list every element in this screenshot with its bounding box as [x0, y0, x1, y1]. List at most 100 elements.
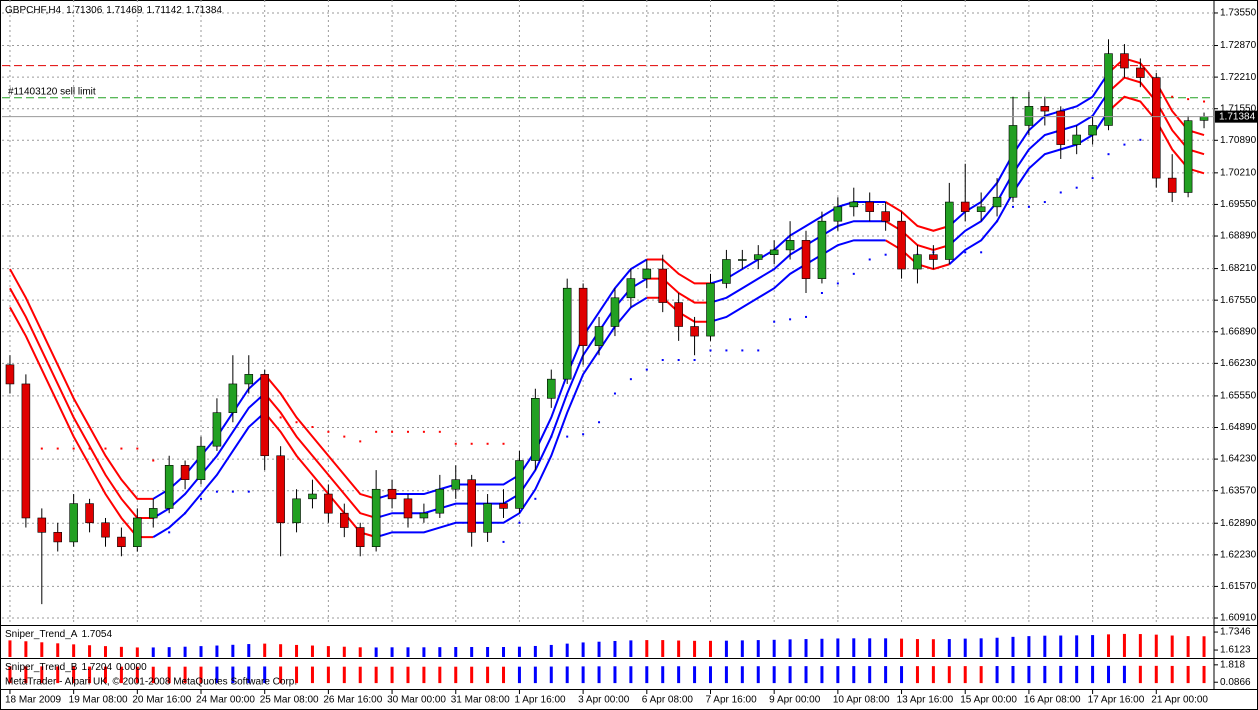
histogram-bar: [820, 666, 824, 684]
histogram-bar: [279, 666, 283, 684]
y-tick-label: 1.66230: [1220, 358, 1257, 369]
histogram-bar: [645, 640, 649, 657]
histogram-bar: [947, 639, 951, 657]
candle-body: [483, 503, 492, 533]
stop-dot: [200, 497, 203, 500]
histogram-bar: [1107, 665, 1111, 684]
stop-dot: [661, 359, 664, 362]
stop-dot: [231, 490, 234, 493]
stop-dot: [757, 349, 760, 352]
stop-dot: [677, 359, 680, 362]
histogram-bar: [868, 638, 872, 657]
stop-dot: [136, 447, 139, 450]
channel-line: [152, 72, 1110, 500]
stop-dot: [311, 426, 314, 429]
candle-body: [499, 503, 508, 509]
stop-dot: [1059, 191, 1062, 194]
histogram-bar: [629, 640, 633, 657]
candle-body: [594, 326, 604, 346]
stop-dot: [120, 447, 123, 450]
histogram-bar: [183, 666, 187, 684]
stop-dot: [1011, 205, 1014, 208]
stop-dot: [645, 368, 648, 371]
close: 1.71384: [186, 5, 223, 16]
candle-body: [546, 378, 556, 399]
histogram-bar: [931, 639, 935, 657]
histogram-bar: [215, 645, 219, 657]
histogram-bar: [931, 666, 935, 684]
x-tick-label: 1 Apr 16:00: [514, 695, 566, 706]
histogram-bar: [310, 645, 314, 657]
y-tick-label: 1.63570: [1220, 485, 1257, 496]
stop-dot: [1043, 201, 1046, 204]
candle-body: [929, 254, 938, 260]
candle-body: [865, 201, 874, 212]
candle-body: [833, 206, 843, 222]
histogram-bar: [900, 638, 904, 657]
histogram-bar: [119, 666, 123, 684]
stop-dot: [88, 447, 91, 450]
y-tick-label: 1.73550: [1220, 8, 1257, 19]
histogram-bar: [836, 666, 840, 684]
histogram-bar: [677, 666, 681, 684]
indicator-value: 1.7054: [81, 629, 112, 640]
histogram-bar: [199, 646, 203, 657]
candle-body: [117, 536, 126, 547]
stop-dot: [1203, 100, 1206, 103]
histogram-bar: [263, 643, 267, 657]
stop-dot: [168, 531, 171, 534]
y-tick-label: 1.66890: [1220, 326, 1257, 337]
histogram-bar: [103, 646, 107, 657]
stop-dot: [820, 291, 823, 294]
histogram-bar: [295, 666, 299, 684]
histogram-bar: [342, 666, 346, 684]
stop-dot: [773, 320, 776, 323]
candle-body: [244, 374, 254, 385]
histogram-bar: [963, 638, 967, 657]
candle-body: [849, 201, 859, 208]
channel-line: [9, 57, 1205, 500]
histogram-bar: [1027, 636, 1031, 657]
histogram-bar: [597, 666, 601, 684]
histogram-bar: [1027, 665, 1031, 684]
candle-body: [562, 287, 572, 380]
y-tick-label: 1.60910: [1220, 613, 1257, 624]
histogram-bar: [438, 666, 442, 684]
histogram-bar: [1043, 635, 1047, 657]
candle-body: [610, 297, 620, 327]
histogram-bar: [88, 645, 92, 657]
stop-dot: [502, 442, 505, 445]
x-tick-label: 6 Apr 08:00: [642, 695, 694, 706]
y-tick-label: 1.72210: [1220, 72, 1257, 83]
histogram-bar: [215, 666, 219, 684]
histogram-bar: [167, 666, 171, 684]
stop-dot: [279, 416, 282, 419]
candle-body: [340, 512, 349, 528]
histogram-bar: [390, 647, 394, 657]
y-tick-label: 1.70210: [1220, 167, 1257, 178]
histogram-bar: [581, 642, 585, 657]
histogram-bar: [342, 646, 346, 657]
histogram-bar: [597, 641, 601, 657]
channel-line: [152, 110, 1110, 539]
histogram-bar: [422, 647, 426, 657]
histogram-bar: [884, 666, 888, 684]
candle-body: [435, 488, 445, 514]
histogram-bar: [1122, 665, 1126, 684]
histogram-bar: [804, 639, 808, 657]
histogram-bar: [295, 644, 299, 657]
price-badge: [1215, 110, 1257, 123]
stop-dot: [375, 430, 378, 433]
indicator-name: Sniper_Trend_A: [5, 629, 78, 640]
histogram-bar: [915, 666, 919, 684]
histogram-bar: [549, 666, 553, 684]
candle-body: [913, 254, 922, 270]
stop-dot: [741, 349, 744, 352]
x-tick-label: 3 Apr 00:00: [578, 695, 630, 706]
x-tick-label: 31 Mar 08:00: [451, 695, 510, 706]
stop-dot: [980, 251, 983, 254]
stop-dot: [709, 349, 712, 352]
